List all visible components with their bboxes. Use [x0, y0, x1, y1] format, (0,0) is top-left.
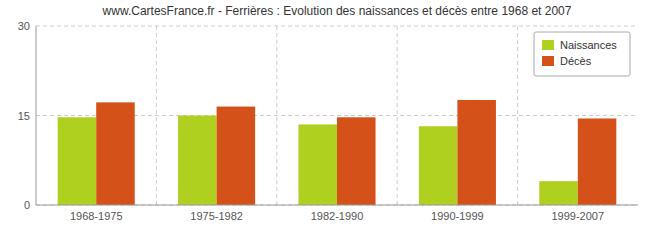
bar [419, 126, 458, 205]
grid-line [36, 26, 638, 27]
chart: www.CartesFrance.fr - Ferrières : Evolut… [0, 0, 650, 229]
bar [178, 116, 217, 206]
y-axis [36, 26, 37, 205]
legend-box [534, 32, 630, 76]
bar [58, 117, 97, 205]
bar [578, 118, 617, 205]
legend-label: Naissances [560, 39, 617, 51]
legend-label: Décès [560, 55, 592, 67]
bar [217, 107, 256, 205]
y-tick-label: 30 [18, 20, 30, 32]
x-tick-label: 1990-1999 [431, 210, 484, 222]
group-separator [156, 26, 157, 205]
legend-swatch [542, 40, 554, 50]
x-tick-label: 1968-1975 [70, 210, 123, 222]
bars [58, 100, 617, 205]
x-axis [36, 205, 638, 206]
x-tick-label: 1999-2007 [551, 210, 604, 222]
chart-container: www.CartesFrance.fr - Ferrières : Evolut… [0, 0, 650, 229]
y-tick-label: 0 [24, 199, 30, 211]
bar [298, 124, 337, 205]
x-tick-label: 1975-1982 [190, 210, 243, 222]
x-tick-label: 1982-1990 [311, 210, 364, 222]
grid-line [36, 205, 638, 206]
legend: Naissances Décès [534, 32, 630, 76]
bar [337, 117, 376, 205]
grid [36, 26, 638, 205]
bar [539, 181, 578, 205]
y-tick-label: 15 [18, 110, 30, 122]
group-separator [276, 26, 277, 205]
legend-swatch [542, 56, 554, 66]
title: www.CartesFrance.fr - Ferrières : Evolut… [102, 4, 572, 18]
group-separator [397, 26, 398, 205]
group-separator [517, 26, 518, 205]
bar [96, 102, 135, 205]
bar [457, 100, 496, 205]
